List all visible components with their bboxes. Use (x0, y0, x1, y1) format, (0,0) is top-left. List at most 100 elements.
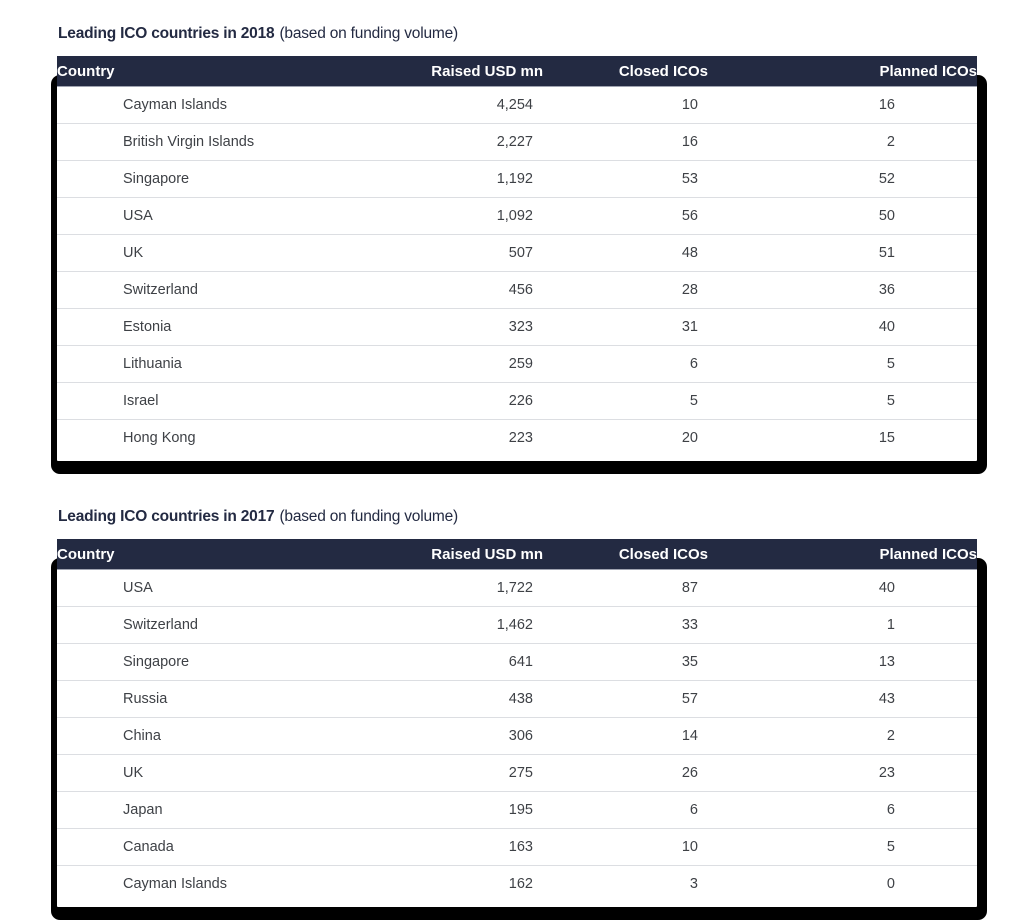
column-header-country: Country (57, 56, 357, 87)
cell-planned-icos: 13 (708, 643, 977, 681)
cell-raised-usd: 2,227 (357, 123, 543, 161)
table-header-2018: Country Raised USD mn Closed ICOs Planne… (57, 56, 977, 87)
cell-planned-icos: 51 (708, 234, 977, 272)
table-title-suffix: (based on funding volume) (279, 25, 458, 42)
cell-raised-usd: 275 (357, 754, 543, 792)
table-body-2017: USA 1,722 87 40 Switzerland 1,462 33 1 Singapore… (57, 569, 977, 902)
cell-planned-icos: 43 (708, 680, 977, 718)
cell-country: UK (57, 754, 357, 792)
cell-country: Israel (57, 382, 357, 420)
table-row: Russia 438 57 43 (57, 680, 977, 718)
cell-raised-usd: 162 (357, 865, 543, 902)
cell-country: Singapore (57, 643, 357, 681)
cell-country: Lithuania (57, 345, 357, 383)
cell-country: Canada (57, 828, 357, 866)
cell-raised-usd: 306 (357, 717, 543, 755)
cell-country: USA (57, 569, 357, 607)
cell-raised-usd: 438 (357, 680, 543, 718)
cell-closed-icos: 16 (543, 123, 708, 161)
cell-closed-icos: 31 (543, 308, 708, 346)
cell-country: Cayman Islands (57, 86, 357, 124)
table-row: Estonia 323 31 40 (57, 308, 977, 346)
cell-planned-icos: 5 (708, 382, 977, 420)
cell-country: China (57, 717, 357, 755)
table-row: Singapore 1,192 53 52 (57, 160, 977, 198)
column-header-raised-usd: Raised USD mn (357, 539, 543, 570)
table-row: USA 1,092 56 50 (57, 197, 977, 235)
cell-raised-usd: 507 (357, 234, 543, 272)
cell-planned-icos: 36 (708, 271, 977, 309)
cell-closed-icos: 3 (543, 865, 708, 902)
table-row: Switzerland 1,462 33 1 (57, 606, 977, 644)
cell-closed-icos: 35 (543, 643, 708, 681)
table-title-2017: Leading ICO countries in 2017 (based on f… (58, 507, 977, 526)
table-row: Cayman Islands 4,254 10 16 (57, 86, 977, 124)
cell-raised-usd: 259 (357, 345, 543, 383)
table-title-2018: Leading ICO countries in 2018 (based on f… (58, 24, 977, 43)
section-ico-2017: Leading ICO countries in 2017 (based on f… (51, 507, 987, 920)
cell-planned-icos: 52 (708, 160, 977, 198)
cell-closed-icos: 6 (543, 791, 708, 829)
cell-raised-usd: 1,192 (357, 160, 543, 198)
cell-closed-icos: 28 (543, 271, 708, 309)
table-card-2017: Country Raised USD mn Closed ICOs Planne… (57, 539, 977, 907)
cell-closed-icos: 33 (543, 606, 708, 644)
cell-country: Switzerland (57, 606, 357, 644)
cell-closed-icos: 87 (543, 569, 708, 607)
table-title-main: Leading ICO countries in 2018 (58, 25, 275, 42)
cell-country: Japan (57, 791, 357, 829)
cell-closed-icos: 10 (543, 86, 708, 124)
cell-country: Estonia (57, 308, 357, 346)
header-row: Country Raised USD mn Closed ICOs Planne… (57, 56, 977, 87)
cell-closed-icos: 6 (543, 345, 708, 383)
cell-planned-icos: 15 (708, 419, 977, 456)
cell-closed-icos: 20 (543, 419, 708, 456)
table-row: Canada 163 10 5 (57, 828, 977, 866)
table-wrap-2018: Country Raised USD mn Closed ICOs Planne… (51, 56, 987, 474)
ico-table-2018: Country Raised USD mn Closed ICOs Planne… (57, 56, 977, 456)
table-row: Cayman Islands 162 3 0 (57, 865, 977, 902)
cell-closed-icos: 26 (543, 754, 708, 792)
section-ico-2018: Leading ICO countries in 2018 (based on f… (51, 24, 987, 474)
cell-country: Cayman Islands (57, 865, 357, 902)
cell-planned-icos: 16 (708, 86, 977, 124)
cell-planned-icos: 50 (708, 197, 977, 235)
column-header-closed-icos: Closed ICOs (543, 539, 708, 570)
cell-country: Switzerland (57, 271, 357, 309)
cell-planned-icos: 40 (708, 308, 977, 346)
cell-raised-usd: 1,722 (357, 569, 543, 607)
cell-planned-icos: 0 (708, 865, 977, 902)
table-body-2018: Cayman Islands 4,254 10 16 British Virgin Is… (57, 86, 977, 456)
table-title-suffix: (based on funding volume) (279, 508, 458, 525)
cell-closed-icos: 5 (543, 382, 708, 420)
cell-country: Hong Kong (57, 419, 357, 456)
table-row: UK 275 26 23 (57, 754, 977, 792)
cell-raised-usd: 456 (357, 271, 543, 309)
cell-closed-icos: 56 (543, 197, 708, 235)
table-header-2017: Country Raised USD mn Closed ICOs Planne… (57, 539, 977, 570)
ico-table-2017: Country Raised USD mn Closed ICOs Planne… (57, 539, 977, 902)
cell-planned-icos: 1 (708, 606, 977, 644)
cell-raised-usd: 195 (357, 791, 543, 829)
table-row: China 306 14 2 (57, 717, 977, 755)
cell-closed-icos: 10 (543, 828, 708, 866)
column-header-planned-icos: Planned ICOs (708, 539, 977, 570)
table-row: Lithuania 259 6 5 (57, 345, 977, 383)
cell-closed-icos: 14 (543, 717, 708, 755)
cell-closed-icos: 48 (543, 234, 708, 272)
cell-raised-usd: 1,092 (357, 197, 543, 235)
cell-closed-icos: 53 (543, 160, 708, 198)
column-header-closed-icos: Closed ICOs (543, 56, 708, 87)
cell-raised-usd: 4,254 (357, 86, 543, 124)
table-row: USA 1,722 87 40 (57, 569, 977, 607)
column-header-country: Country (57, 539, 357, 570)
header-row: Country Raised USD mn Closed ICOs Planne… (57, 539, 977, 570)
cell-planned-icos: 23 (708, 754, 977, 792)
table-row: Singapore 641 35 13 (57, 643, 977, 681)
cell-raised-usd: 641 (357, 643, 543, 681)
cell-planned-icos: 5 (708, 828, 977, 866)
cell-country: British Virgin Islands (57, 123, 357, 161)
table-row: Switzerland 456 28 36 (57, 271, 977, 309)
table-row: UK 507 48 51 (57, 234, 977, 272)
